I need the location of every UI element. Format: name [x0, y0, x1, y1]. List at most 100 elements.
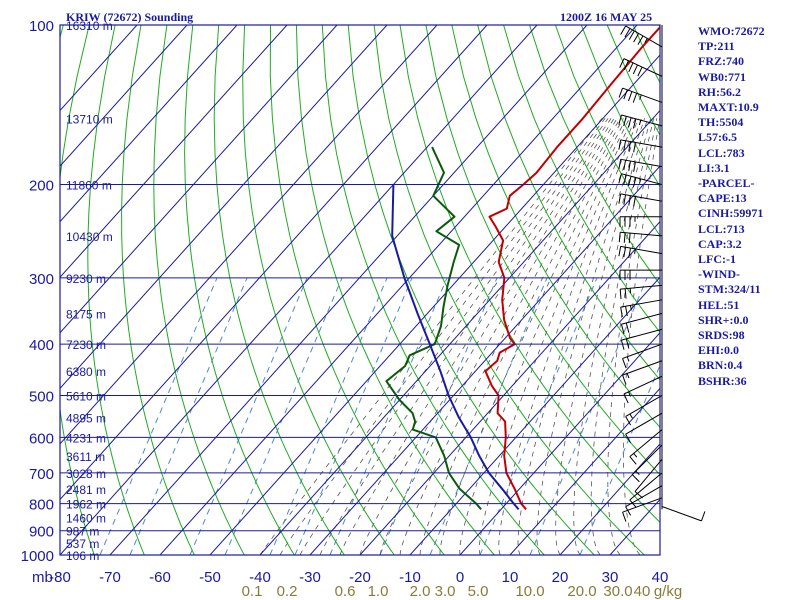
x-tick-label: -30 — [299, 569, 321, 586]
mixing-ratio-label: 2.0 — [410, 583, 431, 600]
height-label: 10430 m — [66, 230, 113, 244]
isotherm-line — [60, 25, 438, 445]
y-tick-label: 900 — [29, 524, 54, 541]
mixing-ratio-label: 10.0 — [515, 583, 544, 600]
y-tick-labels: 100 200 300 400 500 600 700 800 900 1000 — [21, 18, 54, 565]
mixing-ratio-label: 1.0 — [368, 583, 389, 600]
dry-adiabat — [242, 25, 395, 555]
moist-adiabat — [339, 118, 615, 555]
height-labels: 16310 m 13710 m 11860 m 10430 m 9230 m 8175 m… — [66, 19, 113, 563]
wind-barb — [619, 284, 663, 300]
parameter-item: BSHR:36 — [698, 373, 747, 388]
isotherm-line — [60, 25, 238, 223]
parameter-item: SRDS:98 — [698, 328, 745, 343]
mixing-ratio-label: 0.1 — [242, 583, 263, 600]
mixing-ratio-labels: 0.1 0.2 0.6 1.0 2.0 3.0 5.0 10.0 20.0 30.0 40 g/kg — [242, 583, 683, 600]
height-label: 1460 m — [66, 512, 106, 526]
dry-adiabat — [425, 25, 660, 476]
isotherm-line — [60, 25, 288, 278]
wind-barb — [623, 375, 663, 404]
mixing-ratio-label: 0.2 — [277, 583, 298, 600]
parameter-item: CAP:3.2 — [698, 236, 742, 251]
isotherm-line — [409, 276, 660, 555]
dry-adiabat — [477, 25, 660, 381]
parameter-item: LI:3.1 — [698, 160, 730, 175]
y-tick-label: 400 — [29, 337, 54, 354]
wind-barb — [631, 444, 663, 483]
moist-adiabat — [279, 118, 606, 555]
mixing-ratio-label: 40 — [634, 583, 651, 600]
moist-adiabat — [607, 118, 658, 555]
dry-adiabat — [503, 25, 660, 334]
isotherms — [60, 25, 660, 555]
isotherm-line — [559, 443, 660, 555]
dry-adiabat — [295, 25, 495, 555]
parameter-item: FRZ:740 — [698, 54, 744, 69]
moist-adiabat — [573, 118, 652, 555]
wind-barb — [619, 269, 662, 281]
wind-barb — [625, 395, 663, 426]
x-tick-label: -80 — [49, 569, 71, 586]
plot-frame — [59, 24, 661, 556]
y-tick-label: 200 — [29, 178, 54, 195]
dry-adiabat — [60, 25, 95, 555]
height-label: 5610 m — [66, 389, 106, 403]
parameter-item: SHR+:0.0 — [698, 312, 749, 327]
chart-time: 1200Z 16 MAY 25 — [560, 10, 652, 24]
dry-adiabat — [529, 25, 660, 286]
wind-barb — [629, 429, 663, 465]
dry-adiabat — [399, 25, 660, 524]
mixing-ratio-label: g/kg — [654, 583, 682, 600]
x-tick-label: -70 — [99, 569, 121, 586]
mixing-ratio-label: 3.0 — [435, 583, 456, 600]
moist-adiabat — [459, 118, 633, 555]
x-tick-label: 10 — [502, 569, 519, 586]
x-tick-label: -40 — [249, 569, 271, 586]
y-tick-label: 300 — [29, 271, 54, 288]
moist-adiabat — [319, 118, 612, 555]
parameter-item: LFC:-1 — [698, 252, 736, 267]
isotherm-line — [60, 25, 388, 390]
height-label: 2481 m — [66, 483, 106, 497]
height-label: 16310 m — [66, 19, 113, 33]
y-tick-label: 800 — [29, 497, 54, 514]
dry-adiabat — [213, 25, 345, 555]
wind-barb — [620, 328, 663, 350]
height-label: 13710 m — [66, 112, 113, 126]
mixing-ratio-line — [269, 277, 388, 555]
x-tick-label: -10 — [399, 569, 421, 586]
wind-barb — [622, 343, 663, 369]
moist-adiabat — [536, 118, 645, 555]
parameter-item: MAXT:10.9 — [698, 100, 759, 115]
parameter-item: -PARCEL- — [698, 176, 755, 191]
x-tick-label: -50 — [199, 569, 221, 586]
dry-adiabat — [451, 25, 660, 429]
height-label: 9230 m — [66, 272, 106, 286]
wind-barb — [620, 312, 663, 335]
height-label: 11860 m — [66, 179, 112, 193]
dry-adiabat — [121, 25, 195, 555]
mixing-ratio-label: 5.0 — [468, 583, 489, 600]
parameter-item: RH:56.2 — [698, 84, 741, 99]
mixing-ratio-line — [99, 277, 218, 555]
height-label: 8175 m — [66, 307, 106, 321]
height-label: 4895 m — [66, 411, 106, 425]
parameter-item: STM:324/11 — [698, 282, 761, 297]
isotherm-line — [309, 165, 660, 555]
x-tick-label: 20 — [552, 569, 569, 586]
wind-barb — [661, 506, 706, 522]
x-tick-label: 0 — [456, 569, 464, 586]
parameter-item: LCL:713 — [698, 221, 745, 236]
wind-barb — [619, 58, 663, 77]
moist-adiabat — [399, 118, 624, 555]
isotherm-line — [60, 25, 338, 334]
moist-adiabat — [379, 118, 621, 555]
isotherm-line — [459, 332, 660, 555]
isotherm-line — [109, 25, 588, 555]
parcel-profile — [391, 184, 520, 510]
parameter-item: WB0:771 — [698, 69, 746, 84]
wind-barb — [629, 472, 663, 508]
x-tick-label: -20 — [349, 569, 371, 586]
y-tick-label: 700 — [29, 466, 54, 483]
